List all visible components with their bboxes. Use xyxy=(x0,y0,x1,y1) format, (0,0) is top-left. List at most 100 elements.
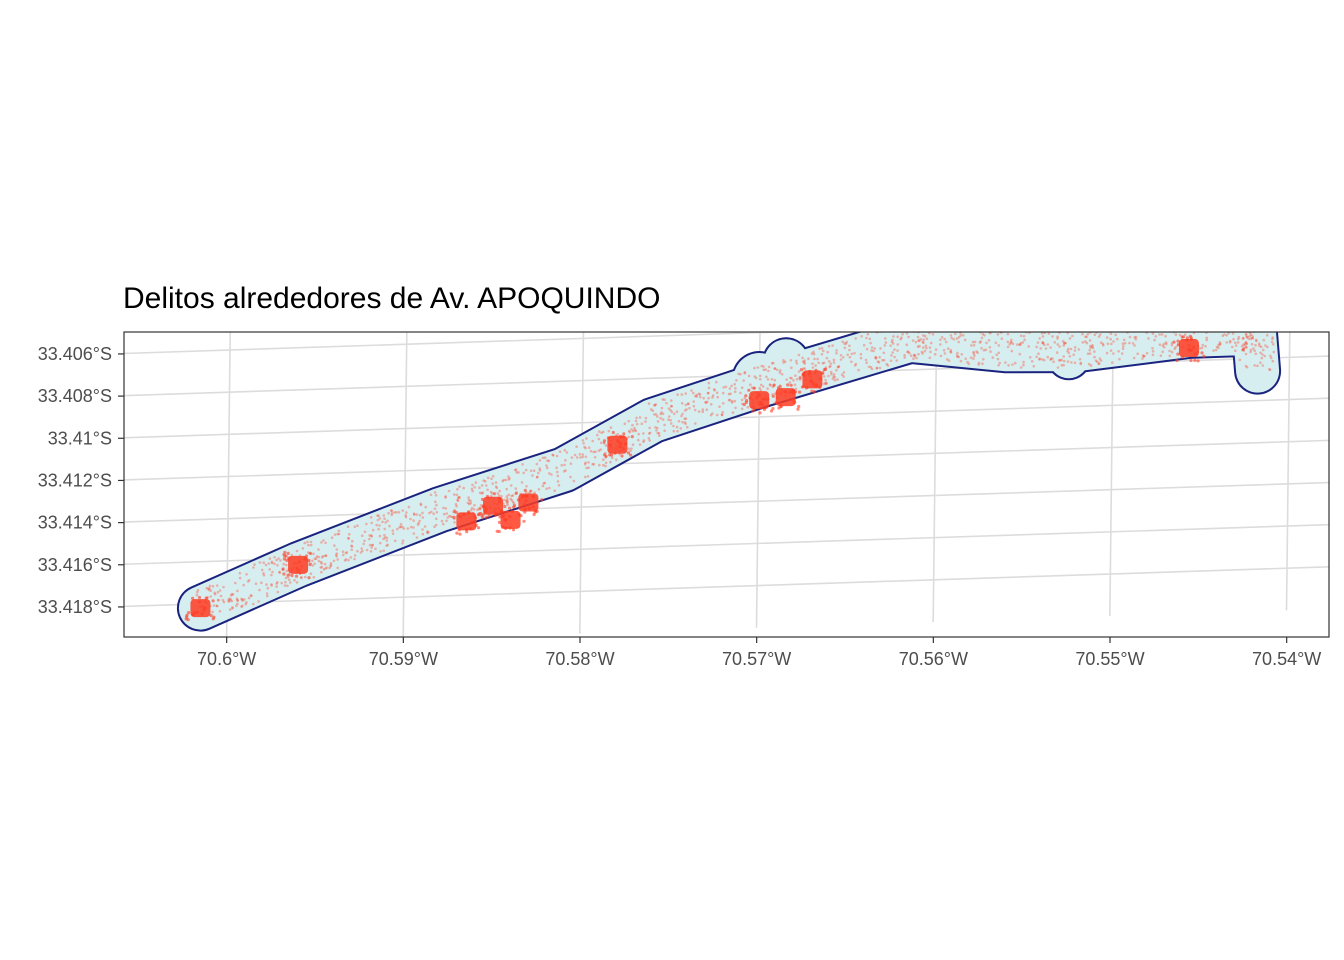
crime-point xyxy=(1022,334,1026,338)
crime-point xyxy=(909,354,913,358)
crime-point xyxy=(320,555,324,559)
crime-point xyxy=(289,581,292,584)
crime-point xyxy=(513,468,517,472)
crime-point xyxy=(727,398,731,402)
crime-point xyxy=(740,386,744,390)
crime-point xyxy=(957,340,960,344)
hotspot-point xyxy=(622,432,626,436)
crime-point xyxy=(912,323,915,326)
crime-point xyxy=(412,526,415,529)
crime-point xyxy=(740,407,744,411)
crime-point xyxy=(683,421,687,424)
hotspot-point xyxy=(1200,351,1204,355)
crime-point xyxy=(336,558,340,561)
hotspot-point xyxy=(284,554,288,558)
crime-point xyxy=(295,581,299,584)
crime-point xyxy=(833,376,837,379)
crime-point xyxy=(275,585,278,588)
crime-point xyxy=(398,526,402,529)
crime-point xyxy=(273,562,276,565)
crime-hotspot xyxy=(184,595,216,622)
crime-point xyxy=(382,537,385,541)
crime-point xyxy=(1091,346,1095,350)
crime-point xyxy=(1259,351,1262,355)
crime-point xyxy=(458,496,461,499)
crime-point xyxy=(322,568,326,571)
crime-point xyxy=(370,535,374,538)
hotspot-point xyxy=(197,600,202,604)
crime-point xyxy=(850,360,853,364)
crime-point xyxy=(604,444,608,447)
hotspot-point xyxy=(523,510,527,514)
crime-point xyxy=(360,547,364,550)
crime-point xyxy=(1037,352,1040,356)
crime-point xyxy=(891,338,894,342)
hotspot-point xyxy=(484,509,488,513)
crime-point xyxy=(654,413,658,416)
crime-point xyxy=(407,505,411,509)
crime-point xyxy=(393,511,396,514)
crime-point xyxy=(874,355,878,359)
crime-point xyxy=(435,517,438,521)
crime-point xyxy=(721,410,724,414)
hotspot-point xyxy=(786,383,790,387)
crime-point xyxy=(455,504,458,508)
crime-point xyxy=(241,598,244,601)
crime-point xyxy=(383,527,387,531)
crime-point xyxy=(1204,318,1207,321)
hotspot-point xyxy=(629,453,633,457)
crime-point xyxy=(1195,326,1198,329)
crime-point xyxy=(949,348,953,352)
crime-point xyxy=(1244,317,1247,320)
crime-point xyxy=(421,528,424,531)
crime-point xyxy=(656,431,659,435)
crime-point xyxy=(1011,342,1015,346)
crime-point xyxy=(353,554,357,557)
hotspot-point xyxy=(191,596,195,601)
crime-point xyxy=(501,479,505,483)
crime-point xyxy=(205,586,209,590)
crime-point xyxy=(1068,337,1072,340)
crime-point xyxy=(195,593,199,597)
crime-point xyxy=(473,486,476,489)
crime-point xyxy=(711,394,715,397)
crime-point xyxy=(900,336,903,340)
hotspot-point xyxy=(307,576,311,580)
hotspot-point xyxy=(630,435,634,439)
hotspot-point xyxy=(791,398,795,402)
crime-point xyxy=(1093,355,1096,359)
crime-point xyxy=(231,593,235,596)
crime-point xyxy=(320,541,323,544)
crime-point xyxy=(1209,326,1212,329)
crime-point xyxy=(1117,327,1120,330)
crime-point xyxy=(262,573,266,577)
crime-point xyxy=(315,555,319,558)
crime-point xyxy=(592,450,595,454)
crime-point xyxy=(1057,359,1061,362)
crime-point xyxy=(1162,346,1166,349)
crime-point xyxy=(831,377,835,381)
crime-point xyxy=(1046,343,1050,346)
crime-point xyxy=(955,354,959,357)
crime-point xyxy=(915,325,918,328)
crime-point xyxy=(1205,338,1208,342)
crime-point xyxy=(905,343,909,347)
hotspot-point xyxy=(485,494,490,499)
crime-point xyxy=(602,458,605,462)
crime-point xyxy=(1035,355,1038,359)
crime-point xyxy=(922,341,925,345)
crime-point xyxy=(1131,342,1135,345)
crime-point xyxy=(284,580,287,584)
hotspot-point xyxy=(1176,352,1180,356)
crime-point xyxy=(469,508,473,512)
crime-point xyxy=(677,419,681,423)
crime-point xyxy=(309,543,313,547)
crime-point xyxy=(252,566,255,569)
crime-point xyxy=(1213,318,1216,321)
crime-point xyxy=(379,550,383,553)
crime-point xyxy=(1262,348,1265,352)
crime-point xyxy=(212,604,216,607)
crime-point xyxy=(1247,337,1250,341)
crime-point xyxy=(1079,361,1083,365)
crime-point xyxy=(925,337,929,341)
